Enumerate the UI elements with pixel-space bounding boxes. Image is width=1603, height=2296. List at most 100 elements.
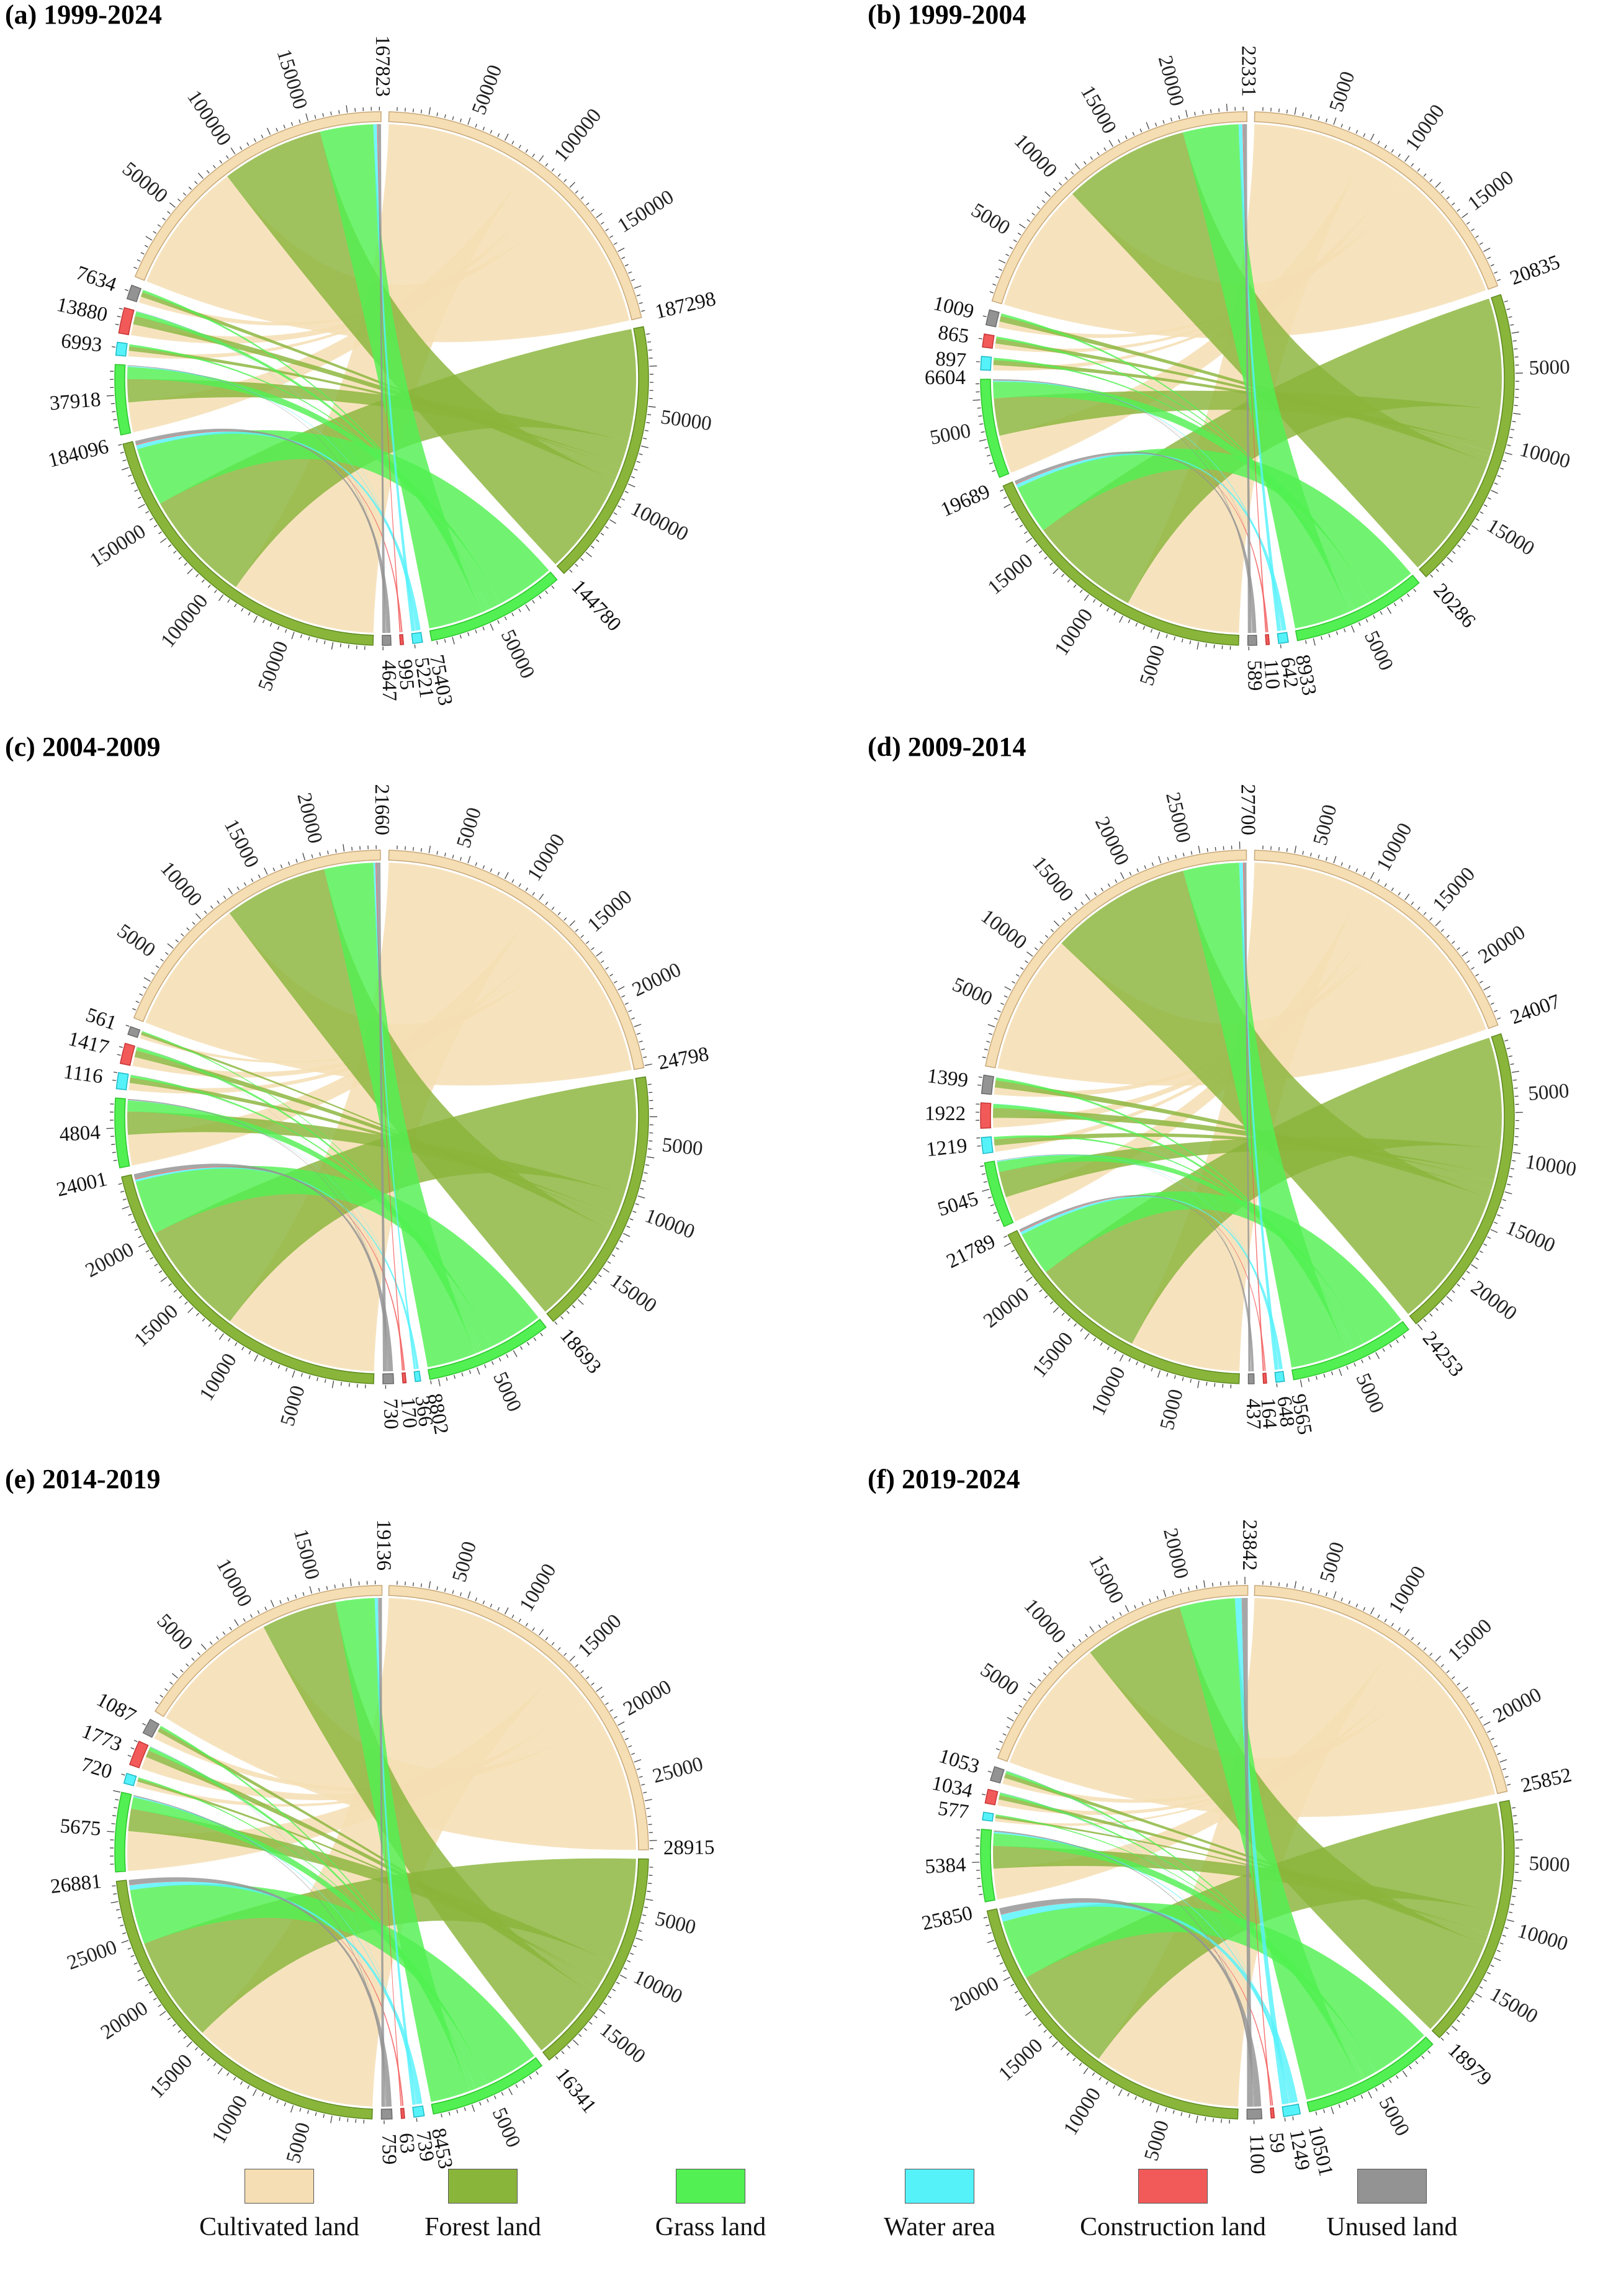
tick-mark <box>1085 894 1090 900</box>
tick-label: 10000 <box>1020 1595 1071 1648</box>
tick-mark <box>1278 846 1280 851</box>
ribbon-forest-to-construction <box>134 1050 614 1227</box>
tick-label: 24798 <box>656 1043 711 1075</box>
tick-mark <box>253 138 256 142</box>
tick-mark <box>1391 1623 1394 1627</box>
chord-panel-3: (c) 2004-2009 5000 10000 15000 20000 24798 500… <box>5 732 711 1436</box>
tick-mark <box>1157 1370 1161 1378</box>
tick-label: 6604 <box>925 367 966 389</box>
tick-mark <box>1023 1698 1027 1701</box>
tick-mark <box>580 935 584 938</box>
tick-mark <box>1398 153 1401 158</box>
tick-mark <box>405 1581 406 1585</box>
ribbon-grass-to-cultivated <box>1183 863 1346 1368</box>
tick-mark <box>456 2109 459 2114</box>
tick-mark <box>1092 599 1096 603</box>
tick-mark <box>1483 986 1491 991</box>
tick-mark <box>291 632 295 639</box>
tick-mark <box>1483 504 1488 507</box>
tick-label: 24253 <box>1418 1327 1468 1381</box>
tick-mark <box>497 133 500 137</box>
tick-mark <box>600 222 604 225</box>
ribbon-unused-to-cultivated <box>378 1598 385 2107</box>
tick-mark <box>261 134 264 138</box>
tick-mark <box>436 851 438 855</box>
tick-label: 15000 <box>1463 166 1517 215</box>
tick-mark <box>1049 1301 1054 1305</box>
tick-mark <box>1221 645 1223 650</box>
tick-mark <box>1053 1307 1059 1313</box>
tick-mark <box>1446 2031 1450 2035</box>
arc-cultivated-src <box>388 111 642 321</box>
tick-mark <box>405 846 406 850</box>
tick-mark <box>1059 182 1062 186</box>
tick-mark <box>1475 1709 1479 1712</box>
tick-mark <box>235 1342 238 1347</box>
tick-mark <box>1018 1705 1023 1708</box>
tick-mark <box>564 179 567 182</box>
tick-mark <box>124 289 129 292</box>
tick-mark <box>204 910 207 914</box>
tick-mark <box>577 1299 584 1305</box>
tick-mark <box>253 616 258 623</box>
tick-mark <box>1391 149 1394 153</box>
tick-mark <box>167 211 171 214</box>
tick-mark <box>1074 163 1080 170</box>
tick-mark <box>1470 1999 1475 2003</box>
tick-mark <box>1457 544 1461 548</box>
tick-mark <box>441 2114 442 2118</box>
tick-mark <box>987 454 991 457</box>
tick-mark <box>165 952 169 955</box>
tick-mark <box>1315 2111 1318 2115</box>
tick-mark <box>1457 2019 1460 2022</box>
legend: Cultivated land Forest land Grass land W… <box>0 2169 1603 2296</box>
tick-mark <box>460 857 462 861</box>
tick-mark <box>139 993 143 996</box>
tick-mark <box>643 437 647 440</box>
legend-swatch-grass <box>676 2169 745 2204</box>
tick-mark <box>1348 127 1351 131</box>
tick-mark <box>615 1247 619 1250</box>
tick-mark <box>641 1048 645 1051</box>
tick-mark <box>493 2095 496 2099</box>
tick-mark <box>467 632 470 636</box>
tick-mark <box>1112 1616 1115 1620</box>
tick-mark <box>1100 1342 1103 1346</box>
tick-mark <box>1440 1302 1444 1306</box>
tick-mark <box>551 1642 555 1646</box>
tick-label: 10000 <box>156 858 206 911</box>
tick-mark <box>979 439 987 442</box>
tick-mark <box>591 947 595 951</box>
legend-label-water: Water area <box>884 2213 995 2241</box>
tick-label: 10000 <box>1010 130 1061 182</box>
tick-mark <box>1141 1602 1144 1606</box>
tick-mark <box>1354 1363 1356 1367</box>
tick-mark <box>999 259 1006 264</box>
tick-mark <box>993 1947 997 1950</box>
tick-mark <box>569 1656 575 1662</box>
tick-mark <box>986 1924 990 1927</box>
tick-label: 167823 <box>371 35 393 97</box>
tick-mark <box>1466 531 1471 535</box>
panel-title: (d) 2009-2014 <box>868 732 1026 762</box>
tick-mark <box>173 2024 176 2027</box>
tick-mark <box>600 960 604 963</box>
tick-mark <box>644 1799 652 1801</box>
tick-mark <box>356 1384 358 1388</box>
arc-cultivated-src <box>388 850 645 1070</box>
tick-mark <box>217 2068 223 2074</box>
arc-cultivated-src <box>1254 850 1499 1029</box>
tick-mark <box>1510 1168 1514 1170</box>
tick-mark <box>416 2118 418 2122</box>
tick-mark <box>1452 941 1455 944</box>
tick-mark <box>173 1289 177 1293</box>
tick-mark <box>1360 2094 1363 2099</box>
tick-mark <box>1402 2070 1408 2078</box>
tick-mark <box>1015 974 1020 977</box>
tick-mark <box>1384 883 1387 887</box>
tick-mark <box>487 2099 489 2103</box>
tick-mark <box>482 865 485 869</box>
tick-mark <box>1435 1656 1441 1662</box>
tick-mark <box>1361 1359 1363 1363</box>
